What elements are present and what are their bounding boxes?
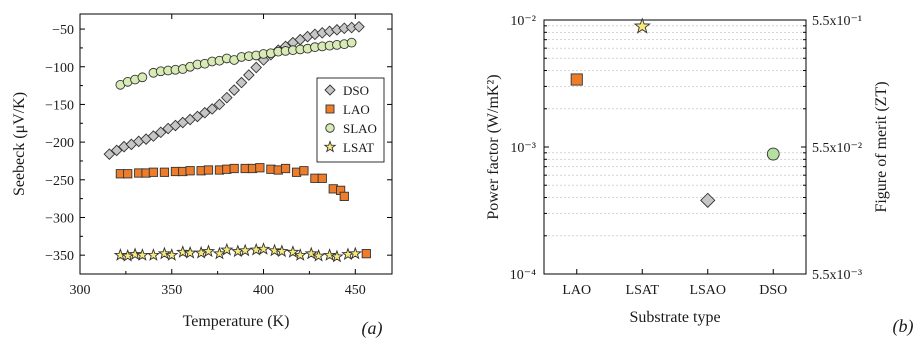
y-tick-label: −300 — [45, 211, 74, 226]
data-point-dso — [198, 106, 211, 119]
y-axis-label: Power factor (W/mK²) — [485, 74, 502, 219]
data-point-lao — [317, 173, 327, 183]
data-point-dso — [353, 20, 365, 33]
panel-a-seebeck-vs-temperature: 300 350 400 450 −50 −100 −150 −200 −250 −300 −350 T… — [11, 13, 393, 338]
x-tick-label-lsao: LSAO — [689, 283, 726, 298]
data-point-lao — [255, 163, 265, 173]
data-point-lsat — [165, 248, 179, 261]
y2-axis-label: Figure of merit (ZT) — [873, 81, 890, 212]
y2-tick-label: 5.5x10⁻² — [812, 141, 862, 156]
y-axis-label: Seebeck (μV/K) — [11, 92, 28, 196]
legend-marker-lao — [325, 104, 335, 114]
data-point-lsat — [212, 246, 227, 260]
panel-label-a: (a) — [362, 318, 383, 338]
data-point-lao — [148, 167, 159, 177]
data-point-dso — [250, 61, 263, 74]
plot-frame — [543, 19, 807, 275]
legend-label-lao: LAO — [343, 102, 370, 117]
data-point-lao — [185, 166, 195, 176]
series-lao — [115, 163, 371, 259]
data-point-lsao — [700, 192, 716, 209]
plot-frame — [79, 13, 393, 275]
y-tick-label: −350 — [45, 249, 74, 264]
y-tick-label: −100 — [45, 61, 74, 76]
data-point-lao — [361, 249, 371, 259]
y-tick-label: −250 — [45, 174, 74, 189]
data-point-lsat — [304, 246, 318, 260]
legend-marker-dso — [324, 84, 336, 96]
series-lsat — [113, 242, 362, 263]
data-point-lsat — [157, 246, 172, 260]
y-tick-label: −200 — [45, 136, 74, 151]
data-point-slao — [137, 72, 148, 83]
y-tick-label: −50 — [52, 23, 74, 38]
y-tick-label: 10⁻⁴ — [510, 268, 536, 283]
data-point-lsat — [348, 246, 362, 260]
data-point-lao — [159, 167, 170, 177]
data-point-lsat — [311, 248, 326, 262]
data-point-dso — [191, 110, 204, 123]
x-tick-label: 300 — [70, 283, 91, 298]
data-point-dso — [103, 148, 116, 161]
panel-b-power-factor-by-substrate: 10⁻⁴ 5.5x10⁻³ 10⁻³ 5.5x10⁻² 10⁻² 5.5x10⁻¹ LAO L… — [485, 14, 914, 337]
data-point-dso — [154, 126, 167, 139]
data-point-lsat — [330, 249, 344, 263]
legend-label-lsat: LSAT — [343, 140, 374, 155]
x-axis-label: Temperature (K) — [183, 313, 290, 330]
data-point-lsat — [201, 244, 216, 258]
data-point-lsat — [293, 248, 307, 261]
x-tick-label: 350 — [161, 283, 182, 298]
x-tick-label-lsat: LSAT — [626, 283, 660, 298]
y-tick-label: −150 — [45, 98, 74, 113]
data-point-lao — [123, 169, 133, 179]
legend-marker-slao — [325, 123, 335, 133]
panel-label-b: (b) — [893, 316, 914, 337]
data-point-lsat — [256, 242, 271, 255]
data-point-dso — [243, 69, 255, 81]
x-tick-label: 400 — [253, 283, 274, 298]
y2-tick-label: 5.5x10⁻³ — [812, 268, 862, 283]
data-point-lao — [570, 73, 583, 86]
data-point-dso — [228, 84, 241, 96]
data-point-lsat — [220, 242, 234, 256]
x-tick-label: 450 — [345, 283, 366, 298]
data-point-lsat — [176, 245, 190, 258]
data-point-lao — [229, 163, 239, 174]
x-tick-label-dso: DSO — [759, 283, 787, 298]
data-point-lao — [339, 191, 349, 201]
y-tick-label: 10⁻² — [510, 14, 536, 29]
data-point-dso — [766, 147, 780, 161]
data-point-lsat — [267, 243, 282, 257]
legend-label-dso: DSO — [343, 83, 369, 98]
y2-tick-label: 5.5x10⁻¹ — [812, 14, 862, 29]
data-point-lsat — [146, 248, 161, 261]
legend-marker-lsat — [323, 140, 337, 153]
data-point-dso — [213, 98, 226, 111]
data-point-dso — [110, 144, 123, 157]
data-point-lsat — [275, 244, 289, 258]
data-point-dso — [220, 91, 233, 104]
data-point-lsat — [128, 247, 142, 261]
y-tick-label: 10⁻³ — [510, 141, 536, 156]
data-point-lsat — [633, 17, 651, 34]
data-point-lsat — [135, 248, 150, 261]
data-point-lsat — [286, 245, 300, 258]
data-point-lao — [299, 166, 309, 176]
data-point-slao — [346, 37, 357, 48]
data-point-dso — [235, 76, 248, 89]
data-point-lao — [203, 165, 214, 175]
legend-label-slao: SLAO — [343, 121, 377, 136]
x-tick-label-lao: LAO — [562, 283, 591, 298]
series-slao — [115, 37, 357, 90]
data-point-dso — [206, 103, 218, 115]
data-point-lsat — [238, 243, 252, 257]
data-point-lsat — [322, 248, 337, 261]
data-point-lao — [280, 163, 291, 174]
data-point-dso — [147, 130, 160, 142]
x-axis-label: Substrate type — [629, 309, 720, 326]
data-point-lsat — [183, 245, 197, 259]
data-point-lsat — [113, 248, 128, 261]
